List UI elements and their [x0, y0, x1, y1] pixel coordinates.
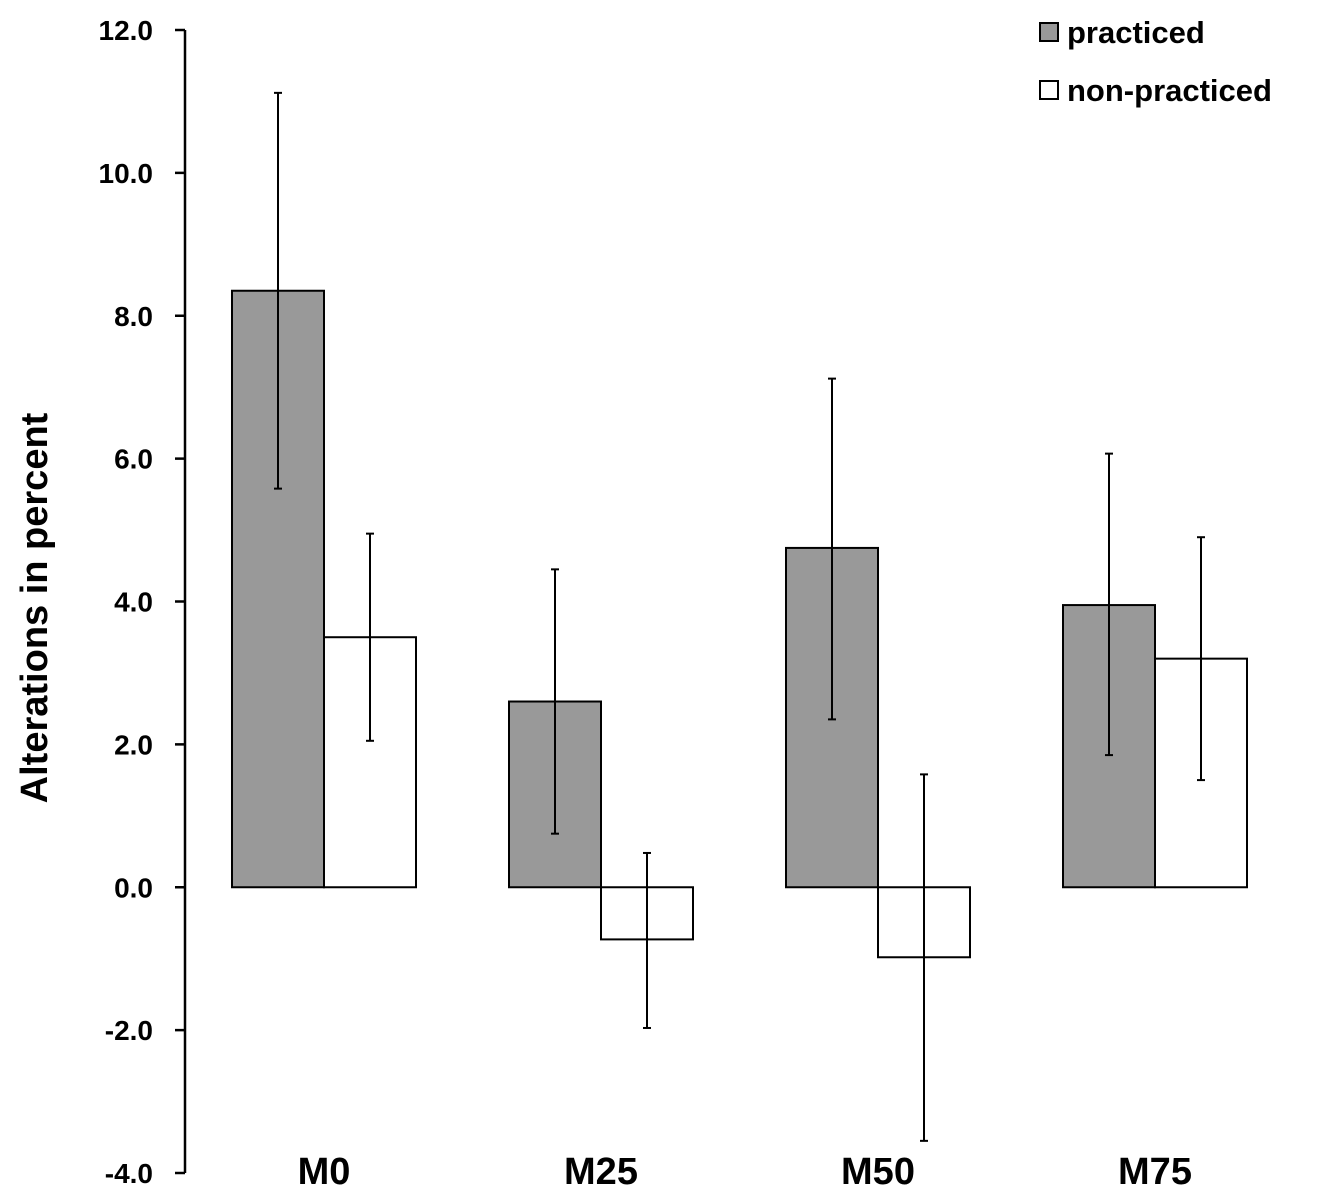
- y-axis-title: Alterations in percent: [14, 412, 56, 803]
- y-tick-label: 8.0: [114, 301, 153, 332]
- y-tick-label: -2.0: [105, 1015, 153, 1046]
- y-tick-label: -4.0: [105, 1158, 153, 1189]
- x-category-label-M50: M50: [841, 1151, 915, 1193]
- y-tick-label: 4.0: [114, 587, 153, 618]
- legend-swatch-non-practiced: [1039, 80, 1059, 100]
- x-category-label-M0: M0: [298, 1151, 351, 1193]
- y-ticks: 12.0 10.0 8.0 6.0 4.0 2.0 0.0 -2.0 -4.0: [99, 15, 185, 1189]
- legend-label-non-practiced: non-practiced: [1067, 73, 1272, 108]
- error-bars-layer: [274, 91, 1205, 1142]
- y-tick-label: 6.0: [114, 444, 153, 475]
- y-tick-label: 2.0: [114, 729, 153, 760]
- x-category-labels: M0 M25 M50 M75: [298, 1151, 1192, 1193]
- x-category-label-M75: M75: [1118, 1151, 1192, 1193]
- y-tick-label: 0.0: [114, 872, 153, 903]
- y-tick-label: 12.0: [99, 15, 154, 46]
- bars-layer: [231, 289, 1248, 959]
- x-category-label-M25: M25: [564, 1151, 638, 1193]
- y-tick-label: 10.0: [99, 158, 154, 189]
- legend-label-practiced: practiced: [1067, 15, 1205, 50]
- legend: practiced non-practiced: [1039, 15, 1272, 108]
- legend-swatch-practiced: [1039, 22, 1059, 42]
